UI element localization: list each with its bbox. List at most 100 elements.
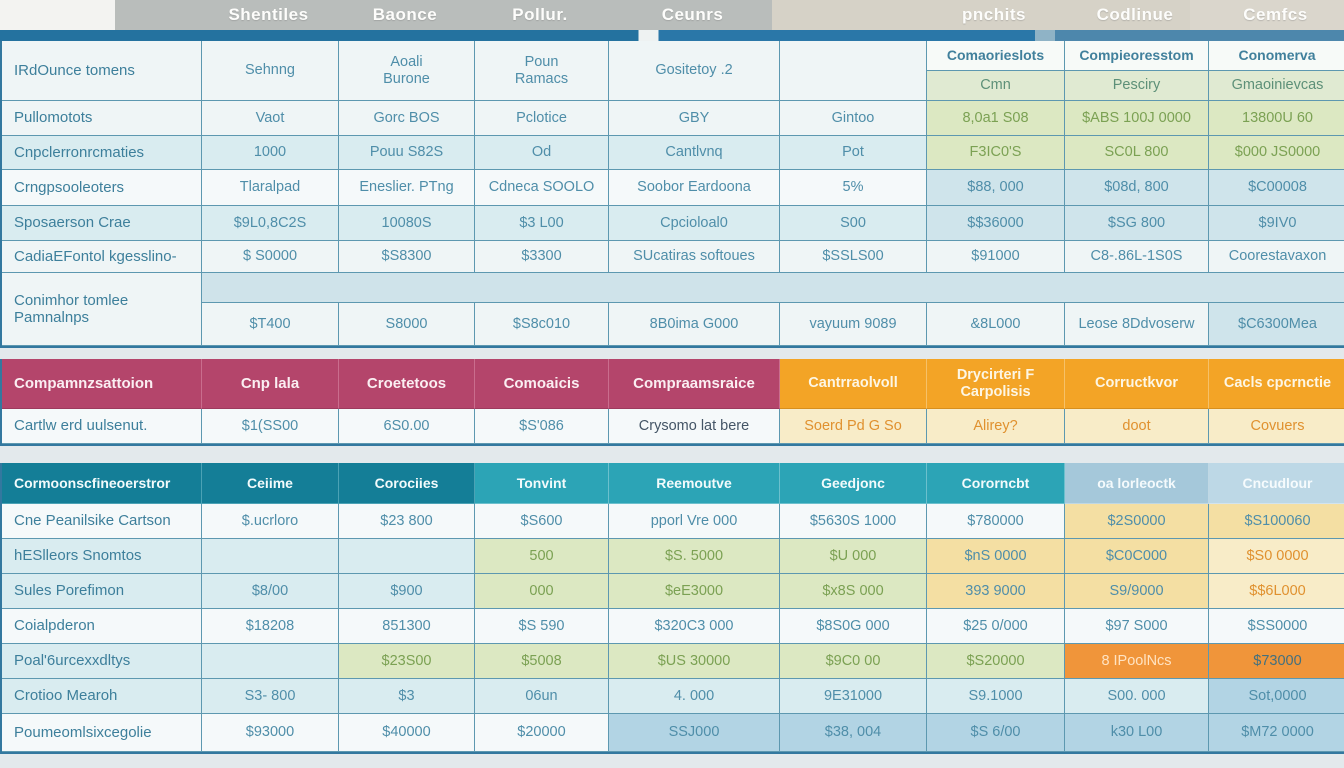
row-label: Cormoonscfineoerstror [2, 463, 202, 504]
column-header: Compieoresstom [1065, 41, 1209, 71]
data-cell: 4. 000 [609, 679, 780, 714]
data-cell: Alirey? [927, 409, 1065, 444]
top-column-label: Ceunrs [661, 5, 724, 24]
column-header: oa lorleoctk [1065, 463, 1209, 504]
data-cell: C8-.86L-1S0S [1065, 241, 1209, 273]
divider-bar [0, 30, 1344, 41]
data-cell [202, 539, 339, 574]
data-cell: $9IV0 [1209, 206, 1344, 241]
table-row: Coialpderon $18208 851300 $S 590 $320C3 000 $… [2, 609, 1344, 644]
data-cell: $9C0 00 [780, 644, 927, 679]
data-cell: $S. 5000 [609, 539, 780, 574]
table-row: IRdOunce tomens Sehnng Aoali Burone Poun Rama… [2, 41, 1344, 101]
column-header: Corociies [339, 463, 475, 504]
top-column-label: pnchits [962, 5, 1026, 24]
data-cell: $780000 [927, 504, 1065, 539]
data-cell: S3- 800 [202, 679, 339, 714]
column-header: Cantrraolvoll [780, 359, 927, 409]
data-cell: Coorestavaxon [1209, 241, 1344, 273]
data-cell: Soerd Pd G So [780, 409, 927, 444]
data-cell: $U 000 [780, 539, 927, 574]
data-cell: 851300 [339, 609, 475, 644]
table-row: Sules Porefimon $8/00 $900 000 $eE3000 $x8S 0… [2, 574, 1344, 609]
data-cell [202, 644, 339, 679]
data-cell: 6S0.00 [339, 409, 475, 444]
column-header: Corructkvor [1065, 359, 1209, 409]
data-cell: $C6300Mea [1209, 303, 1344, 346]
data-cell: 10080S [339, 206, 475, 241]
data-cell: $23 800 [339, 504, 475, 539]
section-gap [0, 348, 1344, 359]
column-header: Cacls cpcrnctie [1209, 359, 1344, 409]
data-cell: S9.1000 [927, 679, 1065, 714]
data-cell: $23S00 [339, 644, 475, 679]
data-cell [780, 41, 927, 101]
data-cell: $88, 000 [927, 170, 1065, 206]
data-cell: Poun Ramacs [475, 41, 609, 101]
data-cell: S9/9000 [1065, 574, 1209, 609]
data-cell: $3 [339, 679, 475, 714]
data-cell: $ S0000 [202, 241, 339, 273]
data-cell: Eneslier. PTng [339, 170, 475, 206]
data-cell: Leose 8Ddvoserw [1065, 303, 1209, 346]
table-body: IRdOunce tomens Sehnng Aoali Burone Poun Rama… [0, 41, 1344, 754]
table-row: Poumeomlsixcegolie $93000 $40000 $20000 SSJ0… [2, 714, 1344, 752]
row-label: Sules Porefimon [2, 574, 202, 609]
data-cell: Cpcioloal0 [609, 206, 780, 241]
column-header: Gmaoinievcas [1209, 71, 1344, 101]
column-header: Croetetoos [339, 359, 475, 409]
data-cell: $S20000 [927, 644, 1065, 679]
data-cell: $900 [339, 574, 475, 609]
data-cell: $C00008 [1209, 170, 1344, 206]
column-header: Ceiime [202, 463, 339, 504]
data-cell: $3 L00 [475, 206, 609, 241]
data-cell: SSJ000 [609, 714, 780, 752]
data-cell: Pclotice [475, 101, 609, 136]
row-label: Sposaerson Crae [2, 206, 202, 241]
data-cell: $5630S 1000 [780, 504, 927, 539]
data-cell: $S8c010 [475, 303, 609, 346]
table-row: Cne Peanilsike Cartson $.ucrloro $23 800 $S… [2, 504, 1344, 539]
data-cell: Od [475, 136, 609, 170]
data-cell: Gorc BOS [339, 101, 475, 136]
column-header: Drycirteri F Carpolisis [927, 359, 1065, 409]
section-c: Cormoonscfineoerstror Ceiime Corociies Tonv… [0, 463, 1344, 754]
row-label: Poumeomlsixcegolie [2, 714, 202, 752]
data-cell: k30 L00 [1065, 714, 1209, 752]
data-cell: Pouu S82S [339, 136, 475, 170]
data-cell: 393 9000 [927, 574, 1065, 609]
data-cell: S8000 [339, 303, 475, 346]
data-cell: $20000 [475, 714, 609, 752]
data-cell: GBY [609, 101, 780, 136]
data-cell: $eE3000 [609, 574, 780, 609]
data-cell: $8S0G 000 [780, 609, 927, 644]
data-cell: $ABS 100J 0000 [1065, 101, 1209, 136]
top-column-labels-strip: Shentiles Baonce Pollur. Ceunrs pnchits Codli… [0, 0, 1344, 30]
data-cell: 06un [475, 679, 609, 714]
row-label: Compamnzsattoion [2, 359, 202, 409]
data-cell: 500 [475, 539, 609, 574]
data-cell: $08d, 800 [1065, 170, 1209, 206]
row-label: Crngpsooleoters [2, 170, 202, 206]
data-cell: $S600 [475, 504, 609, 539]
data-cell: $S100060 [1209, 504, 1344, 539]
data-cell: F3IC0'S [927, 136, 1065, 170]
data-cell: 5% [780, 170, 927, 206]
data-cell: Cdneca SOOLO [475, 170, 609, 206]
data-cell: SC0L 800 [1065, 136, 1209, 170]
data-cell: Pot [780, 136, 927, 170]
data-cell: $93000 [202, 714, 339, 752]
table-row: Crngpsooleoters Tlaralpad Eneslier. PTng Cd… [2, 170, 1344, 206]
data-cell: Aoali Burone [339, 41, 475, 101]
table-row: CadiaEFontol kgesslino- $ S0000 $S8300 $330… [2, 241, 1344, 273]
table-row: Cormoonscfineoerstror Ceiime Corociies Tonv… [2, 463, 1344, 504]
column-header: Comoaicis [475, 359, 609, 409]
data-cell: S00 [780, 206, 927, 241]
section-gap [0, 446, 1344, 463]
data-cell: Soobor Eardoona [609, 170, 780, 206]
data-cell: $5008 [475, 644, 609, 679]
data-cell: $C0C000 [1065, 539, 1209, 574]
column-header: Compraamsraice [609, 359, 780, 409]
data-cell: Sot,0000 [1209, 679, 1344, 714]
